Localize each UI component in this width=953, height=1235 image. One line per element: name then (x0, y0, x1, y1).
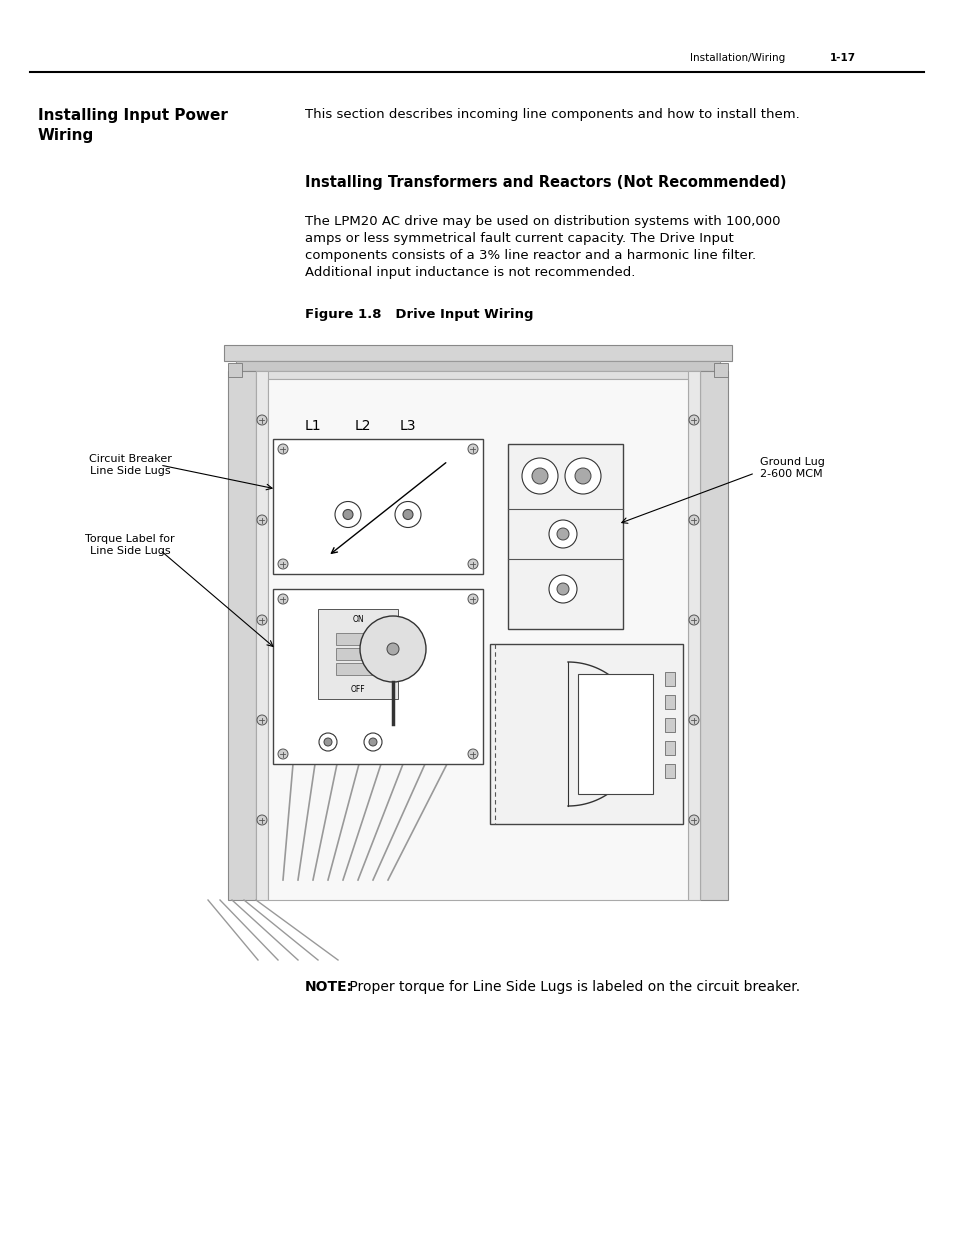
Circle shape (548, 520, 577, 548)
Text: Ground Lug
2-600 MCM: Ground Lug 2-600 MCM (760, 457, 824, 479)
Text: Circuit Breaker
Line Side Lugs: Circuit Breaker Line Side Lugs (89, 454, 172, 475)
Circle shape (256, 515, 267, 525)
Bar (335, 663, 379, 676)
Bar (664, 718, 675, 732)
Text: Installation/Wiring: Installation/Wiring (689, 53, 784, 63)
Circle shape (557, 529, 568, 540)
Circle shape (468, 559, 477, 569)
Bar (490, 643, 682, 824)
Bar (228, 370, 255, 900)
Bar (255, 370, 268, 900)
Bar (268, 379, 687, 900)
Bar (578, 674, 652, 794)
Text: Torque Label for
Line Side Lugs: Torque Label for Line Side Lugs (85, 535, 174, 556)
Text: Figure 1.8   Drive Input Wiring: Figure 1.8 Drive Input Wiring (305, 308, 533, 321)
Bar (664, 695, 675, 709)
Text: components consists of a 3% line reactor and a harmonic line filter.: components consists of a 3% line reactor… (305, 249, 756, 262)
Bar (335, 648, 379, 659)
Circle shape (369, 739, 376, 746)
Circle shape (343, 510, 353, 520)
Circle shape (277, 559, 288, 569)
Circle shape (277, 594, 288, 604)
Bar (664, 741, 675, 755)
Circle shape (688, 615, 699, 625)
Circle shape (688, 515, 699, 525)
Circle shape (364, 734, 381, 751)
Bar (664, 672, 675, 685)
Circle shape (468, 748, 477, 760)
Bar (507, 445, 622, 629)
Bar (687, 370, 700, 900)
Text: L3: L3 (399, 419, 416, 433)
Circle shape (564, 458, 600, 494)
Bar (273, 438, 482, 574)
Text: Installing Transformers and Reactors (Not Recommended): Installing Transformers and Reactors (No… (305, 175, 785, 190)
Bar (317, 609, 397, 699)
Bar (228, 363, 242, 377)
Circle shape (256, 715, 267, 725)
Circle shape (395, 501, 420, 527)
Circle shape (324, 739, 332, 746)
Bar (224, 345, 731, 361)
Text: Wiring: Wiring (38, 128, 94, 143)
Text: ON: ON (352, 615, 363, 624)
Text: L1: L1 (304, 419, 321, 433)
Circle shape (688, 415, 699, 425)
Bar (664, 764, 675, 778)
Circle shape (335, 501, 360, 527)
Circle shape (256, 615, 267, 625)
Circle shape (521, 458, 558, 494)
Bar (700, 370, 727, 900)
Text: This section describes incoming line components and how to install them.: This section describes incoming line com… (305, 107, 799, 121)
Text: Installing Input Power: Installing Input Power (38, 107, 228, 124)
Circle shape (468, 594, 477, 604)
Circle shape (575, 468, 590, 484)
Circle shape (277, 748, 288, 760)
Text: NOTE:: NOTE: (305, 981, 353, 994)
Bar (713, 363, 727, 377)
Text: Proper torque for Line Side Lugs is labeled on the circuit breaker.: Proper torque for Line Side Lugs is labe… (345, 981, 800, 994)
Circle shape (277, 445, 288, 454)
Text: OFF: OFF (351, 685, 365, 694)
Text: Additional input inductance is not recommended.: Additional input inductance is not recom… (305, 266, 635, 279)
Circle shape (548, 576, 577, 603)
Circle shape (256, 815, 267, 825)
Circle shape (318, 734, 336, 751)
Circle shape (688, 715, 699, 725)
Text: 1-17: 1-17 (829, 53, 855, 63)
Circle shape (387, 643, 398, 655)
Text: L2: L2 (355, 419, 371, 433)
Bar (335, 634, 379, 645)
Bar (248, 370, 707, 379)
Circle shape (688, 815, 699, 825)
Bar (273, 589, 482, 764)
Circle shape (359, 616, 426, 682)
Text: amps or less symmetrical fault current capacity. The Drive Input: amps or less symmetrical fault current c… (305, 232, 733, 245)
Circle shape (468, 445, 477, 454)
Circle shape (402, 510, 413, 520)
Circle shape (256, 415, 267, 425)
Bar (235, 361, 720, 370)
Text: The LPM20 AC drive may be used on distribution systems with 100,000: The LPM20 AC drive may be used on distri… (305, 215, 780, 228)
Circle shape (557, 583, 568, 595)
Circle shape (532, 468, 547, 484)
